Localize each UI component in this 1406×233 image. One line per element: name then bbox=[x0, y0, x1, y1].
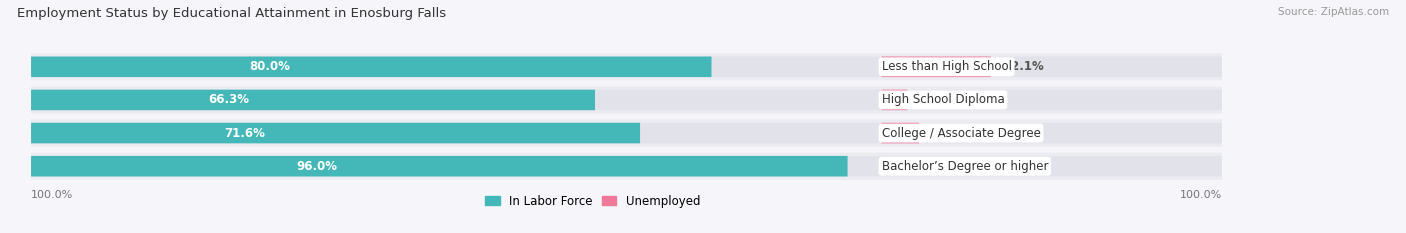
Text: 100.0%: 100.0% bbox=[31, 190, 73, 200]
FancyBboxPatch shape bbox=[31, 123, 882, 143]
Text: 80.0%: 80.0% bbox=[249, 60, 290, 73]
FancyBboxPatch shape bbox=[31, 53, 1222, 80]
Text: Bachelor’s Degree or higher: Bachelor’s Degree or higher bbox=[882, 160, 1047, 173]
Text: Less than High School: Less than High School bbox=[882, 60, 1011, 73]
FancyBboxPatch shape bbox=[31, 123, 640, 143]
Text: 0.0%: 0.0% bbox=[894, 160, 927, 173]
FancyBboxPatch shape bbox=[31, 90, 595, 110]
FancyBboxPatch shape bbox=[31, 57, 711, 77]
FancyBboxPatch shape bbox=[31, 57, 882, 77]
Legend: In Labor Force, Unemployed: In Labor Force, Unemployed bbox=[485, 195, 700, 208]
FancyBboxPatch shape bbox=[31, 120, 1222, 147]
Text: 96.0%: 96.0% bbox=[297, 160, 337, 173]
FancyBboxPatch shape bbox=[882, 90, 1222, 110]
Text: 66.3%: 66.3% bbox=[208, 93, 249, 106]
FancyBboxPatch shape bbox=[31, 153, 1222, 180]
Text: 32.1%: 32.1% bbox=[1004, 60, 1045, 73]
FancyBboxPatch shape bbox=[882, 57, 1222, 77]
Text: High School Diploma: High School Diploma bbox=[882, 93, 1004, 106]
Text: 100.0%: 100.0% bbox=[1180, 190, 1222, 200]
FancyBboxPatch shape bbox=[31, 86, 1222, 113]
FancyBboxPatch shape bbox=[31, 156, 848, 176]
FancyBboxPatch shape bbox=[882, 57, 991, 77]
Text: Source: ZipAtlas.com: Source: ZipAtlas.com bbox=[1278, 7, 1389, 17]
FancyBboxPatch shape bbox=[882, 90, 907, 110]
Text: College / Associate Degree: College / Associate Degree bbox=[882, 127, 1040, 140]
FancyBboxPatch shape bbox=[31, 90, 882, 110]
FancyBboxPatch shape bbox=[882, 123, 1222, 143]
FancyBboxPatch shape bbox=[882, 123, 920, 143]
FancyBboxPatch shape bbox=[31, 156, 882, 176]
Text: 7.6%: 7.6% bbox=[921, 93, 953, 106]
FancyBboxPatch shape bbox=[882, 156, 1222, 176]
Text: Employment Status by Educational Attainment in Enosburg Falls: Employment Status by Educational Attainm… bbox=[17, 7, 446, 20]
Text: 71.6%: 71.6% bbox=[224, 127, 264, 140]
Text: 11.0%: 11.0% bbox=[932, 127, 973, 140]
